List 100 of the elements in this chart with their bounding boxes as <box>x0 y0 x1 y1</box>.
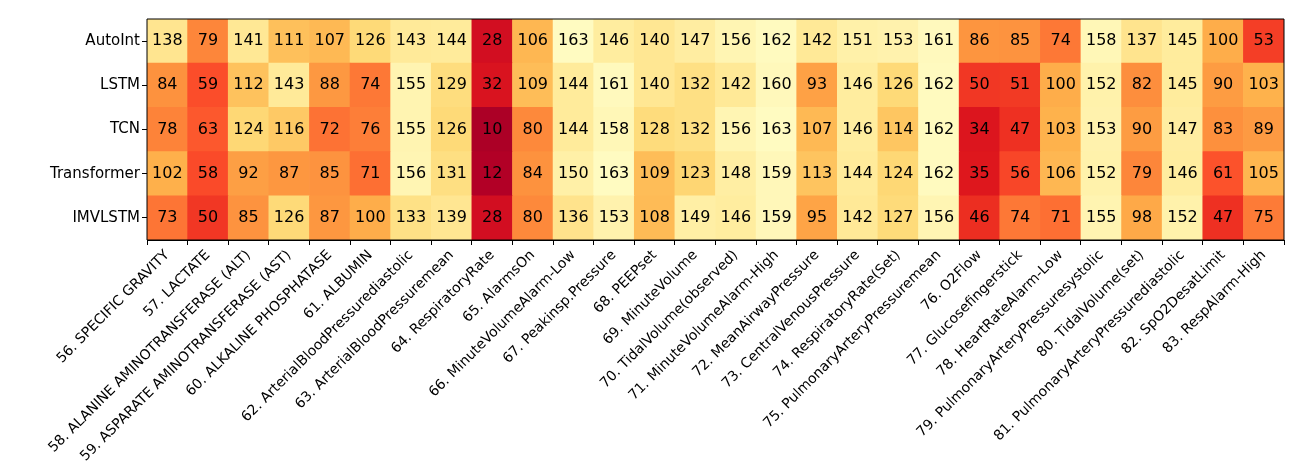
data-label: 86 <box>969 30 990 50</box>
data-label: 103 <box>1045 118 1076 138</box>
data-label: 153 <box>598 207 630 227</box>
data-label: 163 <box>761 118 792 138</box>
data-label: 159 <box>761 207 792 227</box>
data-label: 79 <box>197 30 219 50</box>
data-label: 12 <box>481 162 503 182</box>
data-label: 107 <box>314 30 346 50</box>
data-label: 138 <box>152 30 183 50</box>
data-label: 74 <box>360 74 381 94</box>
data-label: 143 <box>273 74 305 94</box>
data-label: 150 <box>558 162 589 182</box>
data-label: 50 <box>197 207 219 227</box>
data-label: 63 <box>197 118 219 138</box>
data-label: 145 <box>1167 74 1198 94</box>
data-label: 84 <box>157 74 178 94</box>
data-label: 162 <box>923 162 955 182</box>
data-label: 152 <box>1086 74 1117 94</box>
data-label: 144 <box>436 30 467 50</box>
data-label: 51 <box>1009 74 1031 94</box>
data-label: 162 <box>923 74 955 94</box>
data-label: 85 <box>1009 30 1031 50</box>
data-label: 147 <box>679 30 711 50</box>
data-label: 10 <box>481 118 503 138</box>
data-label: 61 <box>1212 162 1234 182</box>
data-label: 85 <box>238 207 259 227</box>
data-label: 93 <box>806 74 828 94</box>
data-label: 140 <box>639 74 670 94</box>
data-label: 32 <box>481 74 503 94</box>
data-label: 58 <box>197 162 219 182</box>
data-label: 145 <box>1167 30 1198 50</box>
data-label: 156 <box>720 30 752 50</box>
data-label: 75 <box>1253 207 1274 227</box>
data-label: 74 <box>1009 207 1031 227</box>
data-label: 108 <box>639 207 670 227</box>
data-label: 155 <box>1086 207 1117 227</box>
data-label: 111 <box>273 30 305 50</box>
data-label: 136 <box>558 207 589 227</box>
data-label: 71 <box>360 162 381 182</box>
data-label: 89 <box>1253 118 1274 138</box>
data-label: 126 <box>355 30 386 50</box>
data-label: 113 <box>801 162 833 182</box>
data-label: 158 <box>598 118 630 138</box>
data-label: 144 <box>842 162 873 182</box>
data-label: 85 <box>319 162 340 182</box>
data-label: 56 <box>1009 162 1031 182</box>
data-label: 160 <box>761 74 792 94</box>
data-label: 78 <box>157 118 178 138</box>
data-label: 149 <box>679 207 711 227</box>
data-label: 83 <box>1212 118 1234 138</box>
data-label: 139 <box>436 207 467 227</box>
data-label: 132 <box>679 118 711 138</box>
data-label: 155 <box>395 74 427 94</box>
data-label: 28 <box>481 30 503 50</box>
data-label: 100 <box>1207 30 1239 50</box>
data-label: 100 <box>355 207 386 227</box>
data-label: 35 <box>969 162 990 182</box>
data-label: 98 <box>1131 207 1153 227</box>
data-label: 161 <box>598 74 630 94</box>
data-label: 155 <box>395 118 427 138</box>
data-label: 79 <box>1131 162 1153 182</box>
data-label: 140 <box>639 30 670 50</box>
data-label: 106 <box>1045 162 1076 182</box>
data-label: 146 <box>842 74 873 94</box>
data-label: 161 <box>923 30 955 50</box>
data-label: 142 <box>801 30 833 50</box>
data-label: 162 <box>923 118 955 138</box>
data-label: 106 <box>517 30 549 50</box>
data-label: 82 <box>1131 74 1153 94</box>
data-label: 126 <box>436 118 467 138</box>
data-label: 142 <box>842 207 873 227</box>
y-tick-label: LSTM <box>100 75 141 94</box>
y-tick-label: TCN <box>109 119 141 138</box>
data-label: 128 <box>639 118 670 138</box>
data-label: 59 <box>197 74 219 94</box>
data-label: 103 <box>1248 74 1279 94</box>
data-label: 123 <box>679 162 711 182</box>
y-tick-label: IMVLSTM <box>72 207 141 226</box>
data-label: 112 <box>233 74 264 94</box>
data-label: 124 <box>882 162 914 182</box>
data-label: 87 <box>278 162 300 182</box>
data-label: 163 <box>558 30 589 50</box>
data-label: 158 <box>1086 30 1117 50</box>
data-label: 146 <box>598 30 630 50</box>
data-label: 80 <box>522 118 543 138</box>
data-label: 109 <box>639 162 670 182</box>
data-label: 163 <box>598 162 630 182</box>
data-label: 141 <box>233 30 264 50</box>
data-label: 151 <box>842 30 873 50</box>
data-label: 53 <box>1253 30 1274 50</box>
data-label: 47 <box>1212 207 1234 227</box>
data-label: 126 <box>273 207 305 227</box>
data-label: 73 <box>157 207 178 227</box>
data-label: 129 <box>436 74 467 94</box>
data-label: 159 <box>761 162 792 182</box>
data-label: 80 <box>522 207 543 227</box>
data-label: 76 <box>360 118 381 138</box>
data-label: 156 <box>923 207 955 227</box>
data-label: 87 <box>319 207 340 227</box>
data-label: 88 <box>319 74 340 94</box>
